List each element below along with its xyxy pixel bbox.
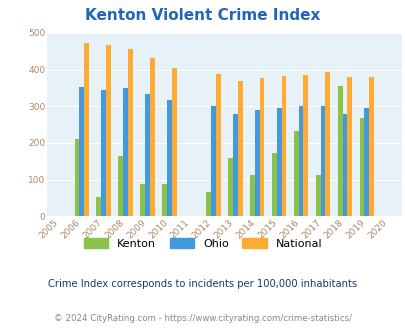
Bar <box>140 184 145 216</box>
Bar <box>315 175 320 216</box>
Bar <box>211 106 215 216</box>
Bar <box>337 86 342 216</box>
Bar <box>320 106 324 216</box>
Bar <box>96 197 101 216</box>
Bar <box>237 82 242 216</box>
Bar <box>259 78 264 216</box>
Bar <box>128 49 132 216</box>
Bar <box>281 76 286 216</box>
Bar <box>324 72 329 216</box>
Bar <box>215 74 220 216</box>
Bar <box>118 156 123 216</box>
Bar <box>123 88 128 216</box>
Bar <box>369 77 373 216</box>
Bar <box>84 43 89 216</box>
Bar <box>228 157 232 216</box>
Bar <box>206 192 211 216</box>
Bar <box>149 57 154 216</box>
Bar <box>145 94 149 216</box>
Bar <box>271 153 276 216</box>
Bar <box>359 118 364 216</box>
Bar <box>303 75 307 216</box>
Bar <box>101 90 106 216</box>
Text: Kenton Violent Crime Index: Kenton Violent Crime Index <box>85 8 320 23</box>
Bar <box>293 131 298 216</box>
Bar <box>162 184 167 216</box>
Bar <box>171 68 176 216</box>
Text: © 2024 CityRating.com - https://www.cityrating.com/crime-statistics/: © 2024 CityRating.com - https://www.city… <box>54 314 351 323</box>
Bar <box>364 108 369 216</box>
Text: Crime Index corresponds to incidents per 100,000 inhabitants: Crime Index corresponds to incidents per… <box>48 279 357 289</box>
Bar <box>232 114 237 216</box>
Legend: Kenton, Ohio, National: Kenton, Ohio, National <box>79 234 326 253</box>
Bar <box>342 114 347 216</box>
Bar <box>276 108 281 216</box>
Bar <box>79 87 84 216</box>
Bar <box>167 100 171 216</box>
Bar <box>75 139 79 216</box>
Bar <box>254 110 259 216</box>
Bar <box>347 77 351 216</box>
Bar <box>106 45 111 216</box>
Bar <box>298 106 303 216</box>
Bar <box>249 176 254 216</box>
